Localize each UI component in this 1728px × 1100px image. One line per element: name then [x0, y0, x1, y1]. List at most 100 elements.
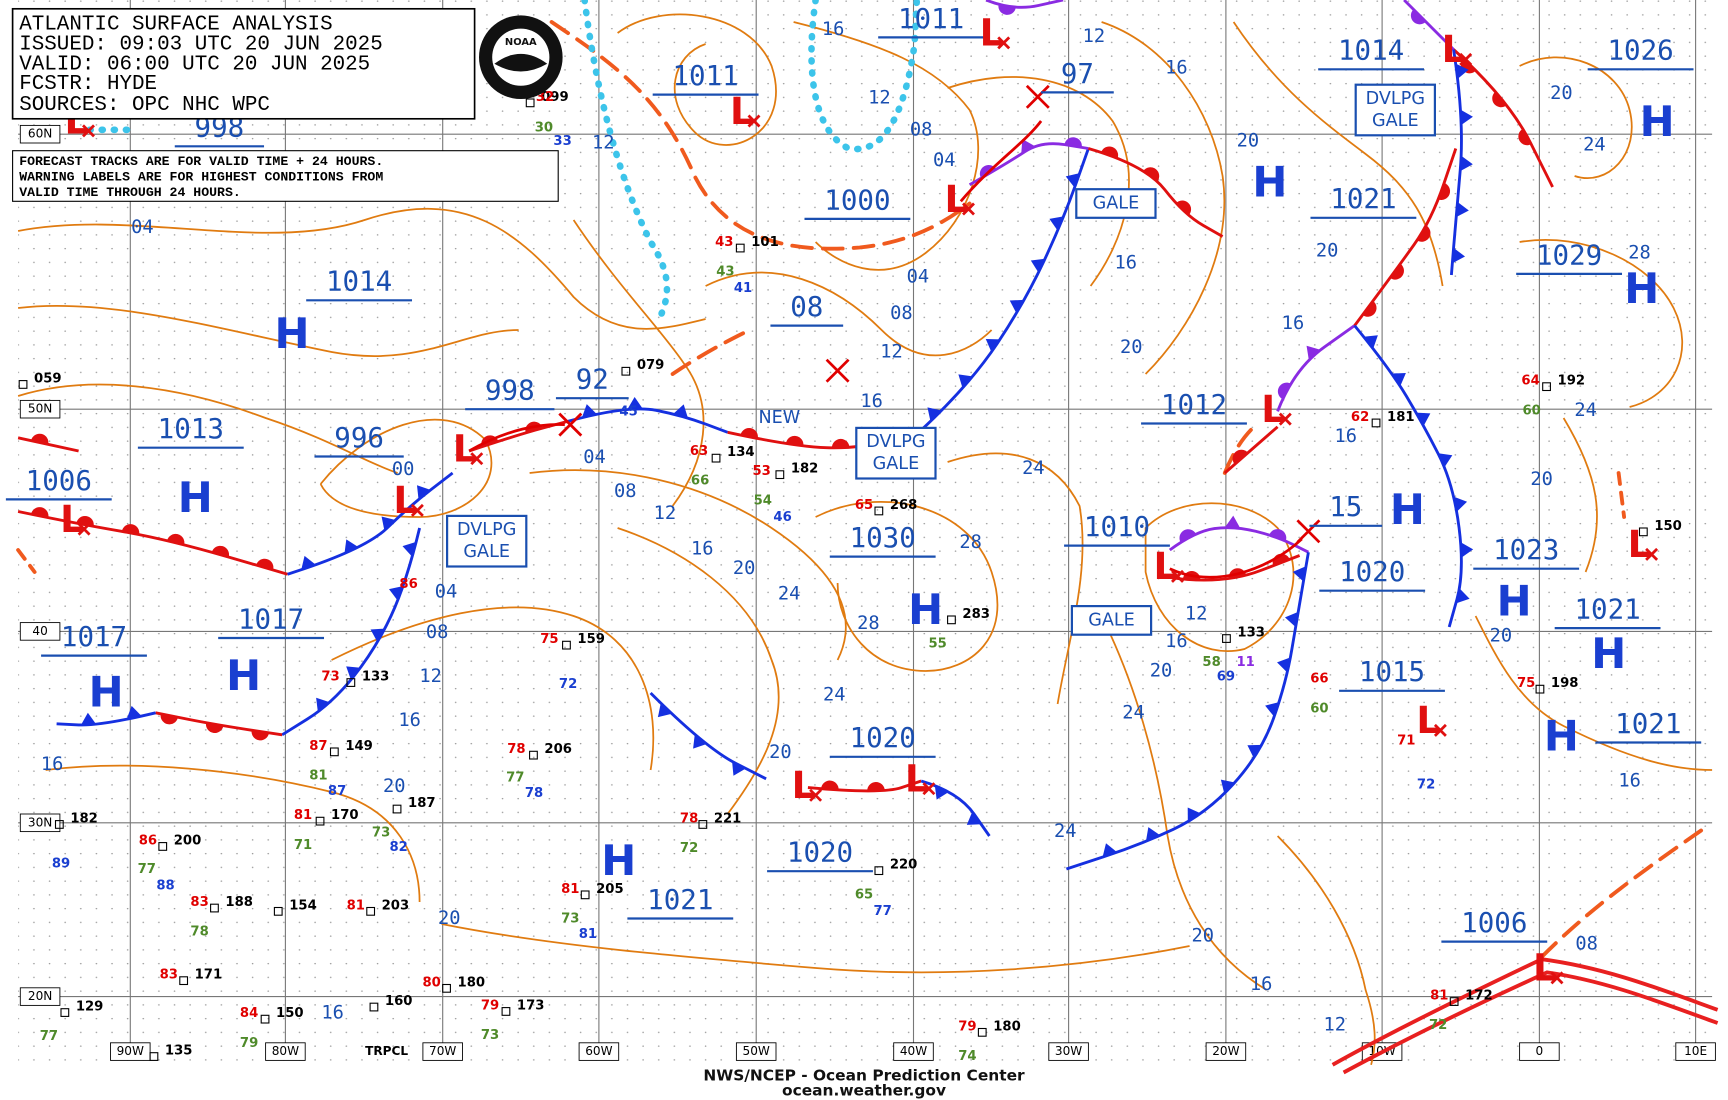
front-triangle [985, 338, 1001, 353]
station-value: 74 [958, 1049, 976, 1064]
station-marker [149, 1052, 159, 1061]
low-marker [82, 124, 95, 138]
low-marker [922, 782, 936, 796]
isobar [17, 305, 519, 357]
high-center: H [226, 651, 261, 700]
front-triangle [1021, 139, 1035, 154]
station-marker [179, 976, 189, 986]
station-value: 77 [506, 771, 524, 786]
station-marker [1449, 997, 1459, 1006]
warning-box [1075, 188, 1157, 219]
central-pressure: 1021 [1574, 593, 1640, 625]
isobar [45, 764, 421, 903]
station-value: 173 [517, 998, 545, 1013]
isobar-label: 12 [1185, 603, 1208, 624]
isobar-label: 12 [592, 133, 615, 154]
central-pressure: 1023 [1493, 534, 1559, 566]
station-value: 221 [714, 811, 742, 826]
isobar-label: 16 [822, 19, 845, 40]
front-triangle [934, 785, 949, 800]
central-pressure: 1021 [1330, 183, 1396, 215]
isobar [1562, 417, 1598, 573]
station-value: 72 [1429, 1018, 1447, 1033]
lat-label: 30N [28, 815, 52, 829]
footer-line: ocean.weather.gov [782, 1082, 946, 1100]
station-value: 150 [276, 1006, 304, 1021]
front-semicircle [998, 4, 1016, 15]
isobar [572, 219, 705, 507]
front-triangle [1460, 155, 1473, 172]
central-pressure: 1021 [1615, 708, 1681, 740]
lon-label: 30W [1055, 1044, 1082, 1058]
high-center: H [908, 585, 943, 634]
front-triangle [416, 485, 431, 500]
station-value: 099 [541, 90, 569, 105]
warning-label: GALE [1093, 194, 1140, 214]
header-line: SOURCES: OPC NHC WPC [19, 94, 270, 117]
isobar-label: 20 [1316, 240, 1339, 261]
occl-front [985, 0, 1064, 9]
isobars [16, 0, 1719, 1075]
notice-box: FORECAST TRACKS ARE FOR VALID TIME + 24 … [12, 150, 559, 202]
station-value: 87 [328, 784, 346, 799]
isobar [947, 76, 1130, 287]
station-value: 78 [190, 925, 208, 940]
station-value: 129 [76, 1000, 104, 1015]
station-value: 220 [890, 858, 918, 873]
front-triangle [1049, 216, 1064, 231]
header-line: FCSTR: HYDE [19, 73, 157, 96]
isobar-label: 12 [880, 341, 903, 362]
station-marker [580, 890, 590, 900]
header-frame [11, 7, 476, 120]
low-marker [747, 114, 761, 128]
station-value: 78 [680, 811, 698, 826]
station-marker [329, 747, 339, 757]
isobar-label: 24 [1054, 821, 1077, 842]
isobar [617, 527, 780, 815]
low-center: L [393, 478, 417, 522]
front-semicircle [785, 435, 804, 446]
warning-box [855, 426, 937, 480]
trough-line [549, 20, 972, 251]
station-value: 81 [561, 882, 579, 897]
warning-label: GALE [1088, 610, 1135, 630]
station-value: 133 [1237, 626, 1265, 641]
station-marker [1542, 382, 1551, 392]
occl-front [1403, 0, 1455, 51]
station-value: 46 [773, 510, 791, 525]
high-center: H [1252, 157, 1287, 206]
high-center: H [178, 473, 213, 522]
station-marker [529, 750, 538, 760]
station-marker [210, 903, 219, 913]
front-semicircle [1389, 263, 1404, 280]
station-value: 60 [1310, 701, 1328, 716]
isobar-label: 04 [583, 447, 606, 468]
station-value: 65 [855, 498, 873, 513]
central-pressure: 15 [1329, 491, 1362, 523]
isobar-label: 24 [1574, 400, 1597, 421]
isobar-label: 20 [1192, 926, 1215, 947]
front-triangle [389, 586, 404, 601]
station-marker [369, 1002, 379, 1012]
isobar [705, 271, 993, 357]
station-value: 71 [294, 838, 312, 853]
station-value: 283 [962, 607, 990, 622]
front-triangle [1187, 807, 1201, 822]
lat-label: 20N [28, 989, 52, 1003]
warning-label: GALE [463, 542, 510, 562]
station-marker [60, 1008, 70, 1017]
low-marker [1278, 412, 1292, 426]
station-value: 206 [544, 742, 572, 757]
lat-label-box [19, 124, 61, 144]
station-value: 77 [138, 862, 156, 877]
trough-line [581, 0, 671, 317]
front-triangle [1453, 496, 1468, 512]
front-semicircle [1064, 137, 1082, 148]
high-center: H [1640, 97, 1675, 146]
lon-label-box [735, 1042, 777, 1061]
low-center: L [730, 89, 754, 133]
station-value: 82 [390, 840, 408, 855]
station-marker [54, 820, 64, 829]
isobar-label: 08 [890, 303, 913, 324]
notice-line: WARNING LABELS ARE FOR HIGHEST CONDITION… [19, 170, 383, 185]
